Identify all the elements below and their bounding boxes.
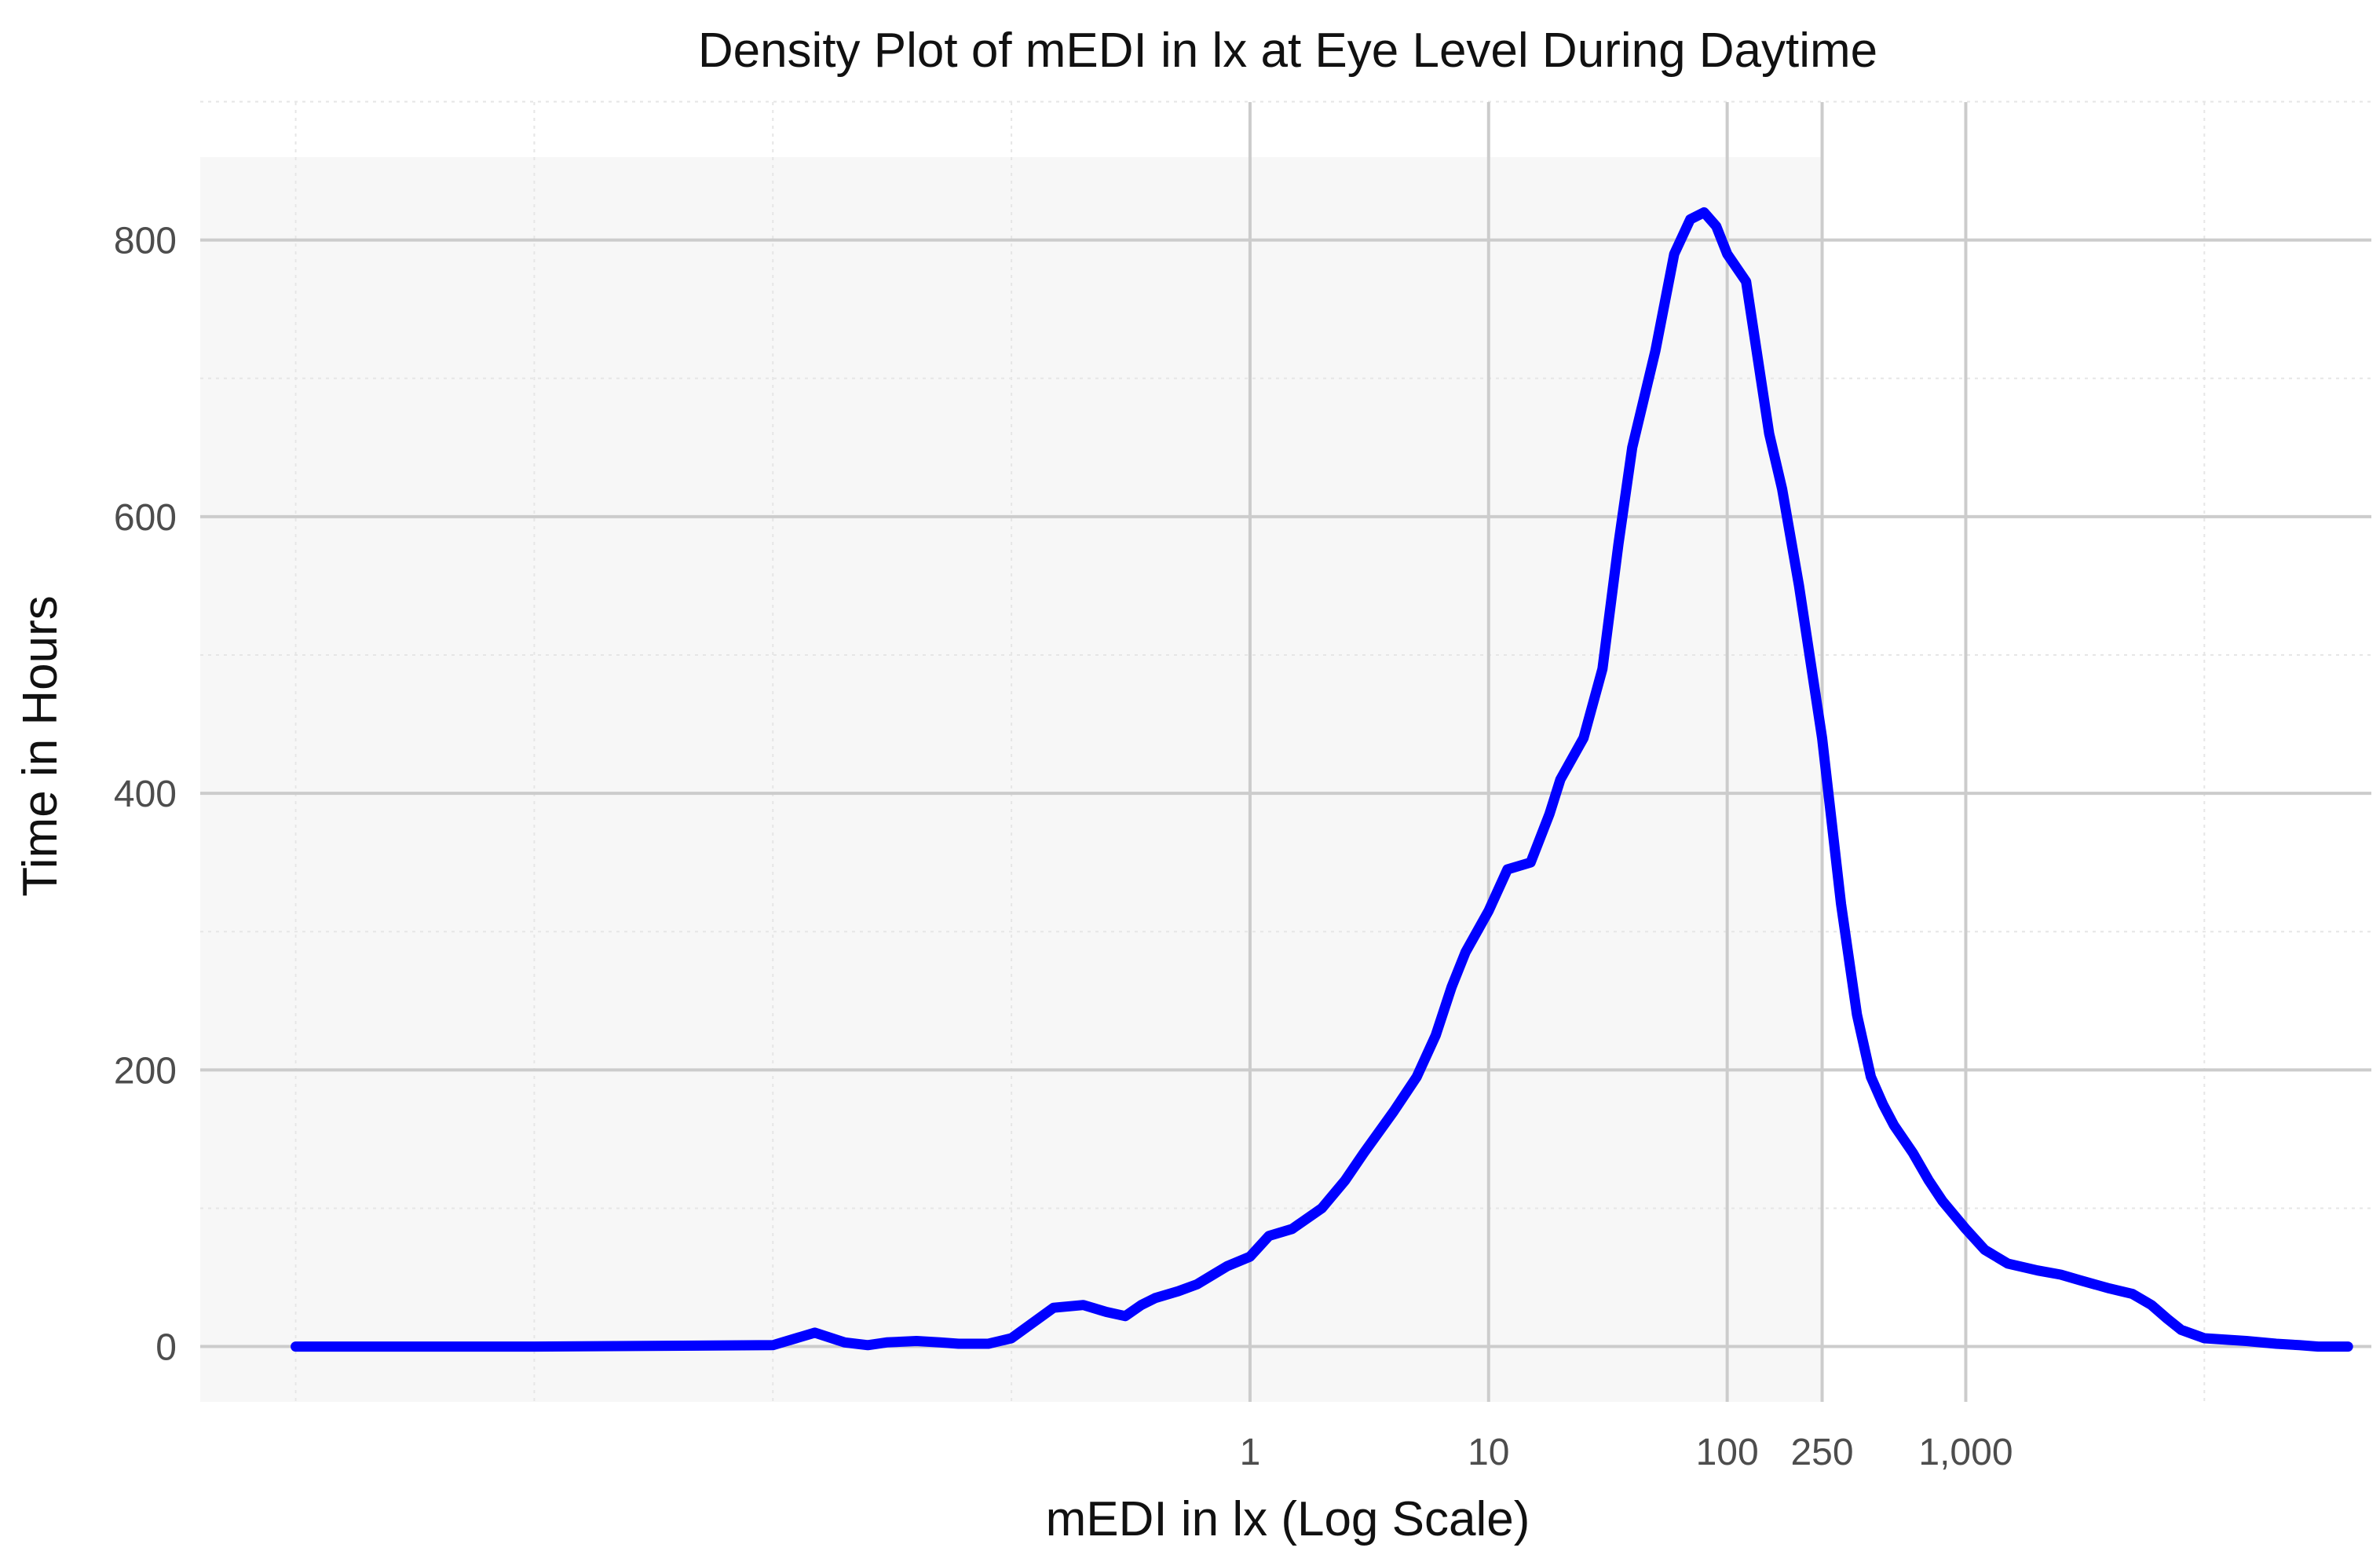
x-tick-label: 250 <box>1790 1432 1853 1473</box>
x-axis-title: mEDI in lx (Log Scale) <box>1046 1492 1530 1546</box>
y-tick-label: 200 <box>114 1050 177 1092</box>
x-tick-label: 10 <box>1468 1432 1509 1473</box>
y-tick-label: 800 <box>114 221 177 262</box>
y-tick-label: 600 <box>114 497 177 539</box>
y-tick-label: 400 <box>114 774 177 815</box>
x-tick-label: 1,000 <box>1918 1432 2013 1473</box>
y-axis-title: Time in Hours <box>13 595 68 897</box>
chart-title: Density Plot of mEDI in lx at Eye Level … <box>698 24 1877 78</box>
density-line <box>291 207 2353 1352</box>
x-tick-label: 100 <box>1696 1432 1759 1473</box>
y-tick-label: 0 <box>155 1327 177 1369</box>
x-tick-label: 1 <box>1240 1432 1261 1473</box>
